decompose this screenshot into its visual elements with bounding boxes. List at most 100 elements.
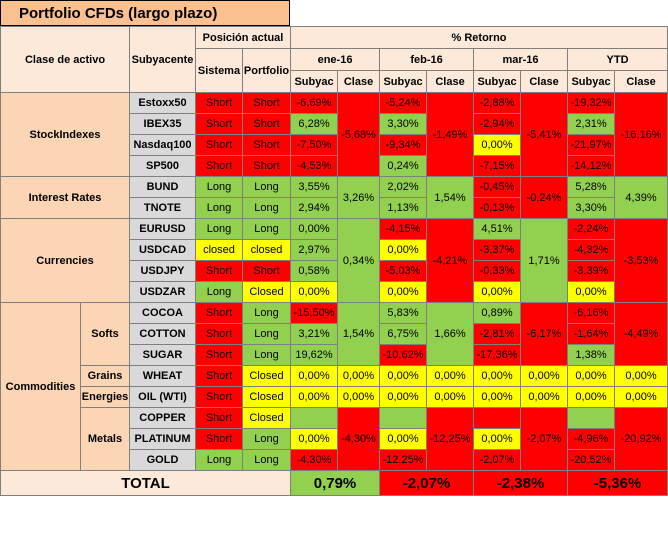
- return-cell: 0,00%: [290, 218, 339, 240]
- return-cell: -6,16%: [567, 302, 616, 324]
- class-return: -1,49%: [426, 92, 475, 177]
- header-subyacente: Subyacente: [129, 26, 196, 93]
- return-cell: -3,37%: [473, 239, 522, 261]
- class-return: 0,00%: [337, 365, 381, 387]
- return-cell: 0,00%: [567, 365, 616, 387]
- group-commodities: Commodities: [0, 302, 81, 471]
- return-cell: -9,34%: [379, 134, 428, 156]
- return-cell: 0,00%: [473, 428, 522, 450]
- return-cell: 0,00%: [379, 365, 428, 387]
- header-clase: Clase: [337, 70, 381, 93]
- class-return: 0,00%: [337, 386, 381, 408]
- class-return: 1,54%: [337, 302, 381, 366]
- return-cell: 6,75%: [379, 323, 428, 345]
- position-portfolio: closed: [241, 239, 292, 261]
- class-return: 1,66%: [426, 302, 475, 366]
- position-sistema: Long: [195, 281, 243, 303]
- header-period-mar: mar-16: [473, 48, 569, 71]
- position-sistema: Short: [195, 113, 243, 135]
- total-feb: -2,07%: [379, 470, 475, 496]
- position-sistema: Short: [195, 428, 243, 450]
- class-return: 4,39%: [614, 176, 668, 219]
- position-sistema: Short: [195, 155, 243, 177]
- class-return: -4,21%: [426, 218, 475, 303]
- return-cell: -20,52%: [567, 449, 616, 471]
- subgroup-grains: Grains: [80, 365, 130, 387]
- return-cell: -14,12%: [567, 155, 616, 177]
- position-portfolio: Closed: [241, 386, 292, 408]
- header-clase: Clase: [426, 70, 475, 93]
- return-cell: -4,30%: [290, 449, 339, 471]
- position-portfolio: Long: [241, 344, 292, 366]
- class-return: -2,07%: [520, 407, 569, 471]
- return-cell: 5,28%: [567, 176, 616, 198]
- return-cell: -7,15%: [473, 155, 522, 177]
- header-posicion-actual: Posición actual: [194, 26, 292, 49]
- return-cell: -3,39%: [567, 260, 616, 282]
- return-cell: 0,89%: [473, 302, 522, 324]
- subgroup-metals: Metals: [80, 407, 130, 471]
- return-cell: [473, 407, 522, 429]
- class-return: 0,00%: [614, 386, 668, 408]
- position-portfolio: Long: [241, 302, 292, 324]
- total-ene: 0,79%: [290, 470, 381, 496]
- return-cell: -15,50%: [290, 302, 339, 324]
- header-clase: Clase: [520, 70, 569, 93]
- total-label: TOTAL: [0, 470, 292, 496]
- position-sistema: Short: [195, 260, 243, 282]
- return-cell: 2,94%: [290, 197, 339, 219]
- asset-cell: COCOA: [129, 302, 196, 324]
- class-return: 0,00%: [426, 365, 475, 387]
- return-cell: -0,13%: [473, 197, 522, 219]
- position-portfolio: Closed: [241, 407, 292, 429]
- group-currencies: Currencies: [0, 218, 130, 303]
- position-sistema: Short: [195, 344, 243, 366]
- return-cell: -2,07%: [473, 449, 522, 471]
- group-interest-rates: Interest Rates: [0, 176, 130, 219]
- return-cell: 3,55%: [290, 176, 339, 198]
- header-portfolio: Portfolio: [241, 48, 292, 93]
- class-return: 0,00%: [520, 386, 569, 408]
- position-sistema: Short: [195, 302, 243, 324]
- class-return: 0,00%: [426, 386, 475, 408]
- return-cell: 4,51%: [473, 218, 522, 240]
- position-sistema: Long: [195, 197, 243, 219]
- asset-cell: WHEAT: [129, 365, 196, 387]
- asset-cell: GOLD: [129, 449, 196, 471]
- return-cell: [290, 407, 339, 429]
- header-period-ene: ene-16: [290, 48, 381, 71]
- class-return: -5,41%: [520, 92, 569, 177]
- total-mar: -2,38%: [473, 470, 569, 496]
- asset-cell: Estoxx50: [129, 92, 196, 114]
- class-return: 0,00%: [520, 365, 569, 387]
- return-cell: -0,45%: [473, 176, 522, 198]
- return-cell: -12,25%: [379, 449, 428, 471]
- return-cell: 3,30%: [379, 113, 428, 135]
- position-sistema: Short: [195, 92, 243, 114]
- return-cell: -2,81%: [473, 323, 522, 345]
- position-portfolio: Long: [241, 218, 292, 240]
- return-cell: -4,53%: [290, 155, 339, 177]
- header-sistema: Sistema: [195, 48, 243, 93]
- return-cell: 0,58%: [290, 260, 339, 282]
- return-cell: -4,32%: [567, 239, 616, 261]
- return-cell: 0,00%: [379, 428, 428, 450]
- return-cell: 2,02%: [379, 176, 428, 198]
- position-portfolio: Short: [241, 134, 292, 156]
- asset-cell: SUGAR: [129, 344, 196, 366]
- position-portfolio: Long: [241, 323, 292, 345]
- return-cell: 3,30%: [567, 197, 616, 219]
- return-cell: 0,00%: [473, 134, 522, 156]
- return-cell: -7,50%: [290, 134, 339, 156]
- header-clase-de-activo: Clase de activo: [0, 26, 130, 93]
- asset-cell: PLATINUM: [129, 428, 196, 450]
- asset-cell: OIL (WTI): [129, 386, 196, 408]
- return-cell: 0,00%: [567, 386, 616, 408]
- sheet-title: Portfolio CFDs (largo plazo): [0, 0, 290, 26]
- position-sistema: Long: [195, 176, 243, 198]
- position-sistema: Short: [195, 386, 243, 408]
- return-cell: 0,00%: [473, 281, 522, 303]
- position-sistema: Short: [195, 323, 243, 345]
- return-cell: 0,00%: [379, 386, 428, 408]
- return-cell: 0,00%: [567, 281, 616, 303]
